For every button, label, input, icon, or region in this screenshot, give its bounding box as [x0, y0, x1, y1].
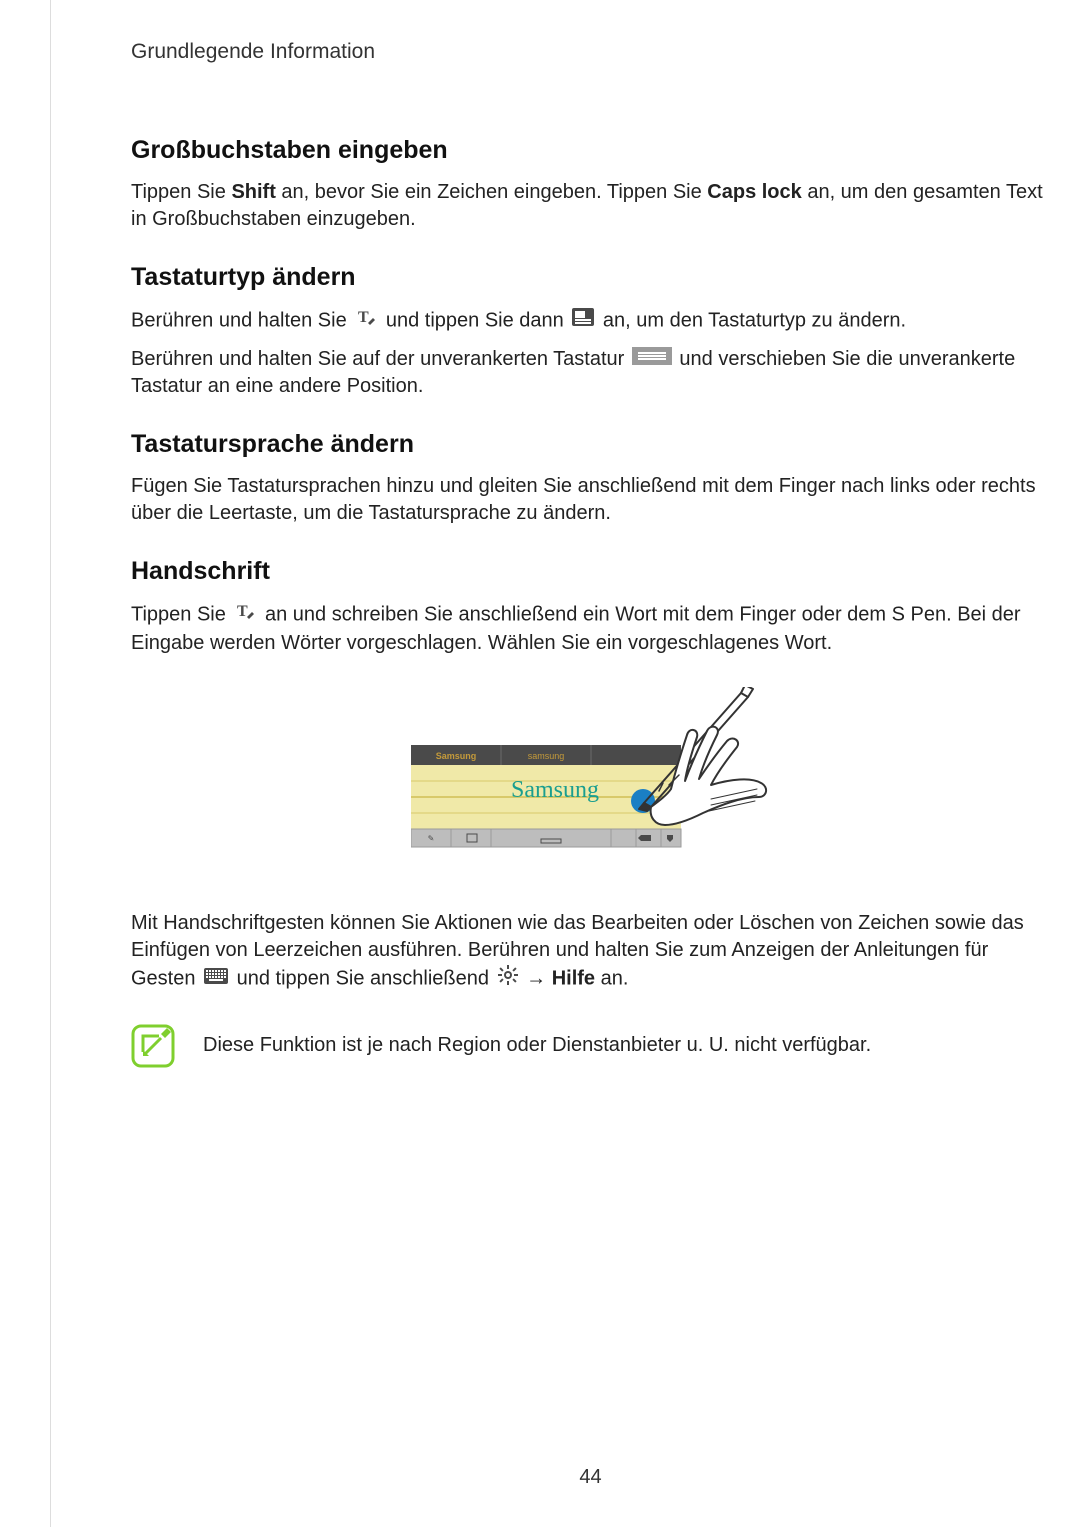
handwritten-word: Samsung — [511, 777, 599, 803]
bold-capslock: Caps lock — [707, 181, 801, 203]
text: Berühren und halten Sie auf der unverank… — [131, 348, 630, 370]
para-handwriting-2: Mit Handschriftgesten können Sie Aktione… — [131, 910, 1050, 994]
svg-text:T: T — [237, 603, 248, 620]
t-handwriting-icon: T — [354, 306, 378, 336]
para-capitals: Tippen Sie Shift an, bevor Sie ein Zeich… — [131, 179, 1050, 233]
text: Tippen Sie — [131, 181, 231, 203]
suggestion-1: Samsung — [435, 751, 476, 761]
text: und tippen Sie dann — [386, 309, 570, 331]
svg-text:✎: ✎ — [427, 834, 434, 843]
text: an. — [595, 968, 628, 990]
note-row: Diese Funktion ist je nach Region oder D… — [131, 1024, 1050, 1073]
para-keyboard-type-2: Berühren und halten Sie auf der unverank… — [131, 346, 1050, 400]
para-keyboard-type-1: Berühren und halten Sie T und tippen Sie… — [131, 306, 1050, 336]
running-header: Grundlegende Information — [131, 40, 1050, 64]
text: an, um den Tastaturtyp zu ändern. — [603, 309, 906, 331]
para-handwriting-1: Tippen Sie T an und schreiben Sie anschl… — [131, 600, 1050, 657]
svg-text:T: T — [358, 309, 369, 326]
drag-handle-icon — [632, 346, 672, 373]
heading-handwriting: Handschrift — [131, 557, 1050, 586]
note-icon — [131, 1024, 175, 1073]
bold-hilfe: Hilfe — [552, 968, 595, 990]
handwriting-figure: Samsung samsung Samsung ✎ — [131, 687, 1050, 882]
heading-keyboard-type: Tastaturtyp ändern — [131, 263, 1050, 292]
page-number: 44 — [51, 1466, 1080, 1489]
settings-gear-icon — [497, 964, 519, 994]
keyboard-mode-icon — [571, 307, 595, 335]
text: → — [526, 968, 552, 990]
keyboard-grid-icon — [203, 966, 229, 993]
t-handwriting-icon: T — [233, 600, 257, 630]
heading-keyboard-language: Tastatursprache ändern — [131, 430, 1050, 459]
heading-capitals: Großbuchstaben eingeben — [131, 136, 1050, 165]
text: an und schreiben Sie anschließend ein Wo… — [131, 604, 1021, 655]
bold-shift: Shift — [231, 181, 275, 203]
suggestion-2: samsung — [527, 751, 564, 761]
text: Tippen Sie — [131, 604, 231, 626]
text: Berühren und halten Sie — [131, 309, 352, 331]
text: an, bevor Sie ein Zeichen eingeben. Tipp… — [276, 181, 707, 203]
note-text: Diese Funktion ist je nach Region oder D… — [203, 1024, 871, 1059]
page: Grundlegende Information Großbuchstaben … — [50, 0, 1080, 1527]
text: und tippen Sie anschließend — [237, 968, 495, 990]
para-keyboard-language: Fügen Sie Tastatursprachen hinzu und gle… — [131, 473, 1050, 527]
